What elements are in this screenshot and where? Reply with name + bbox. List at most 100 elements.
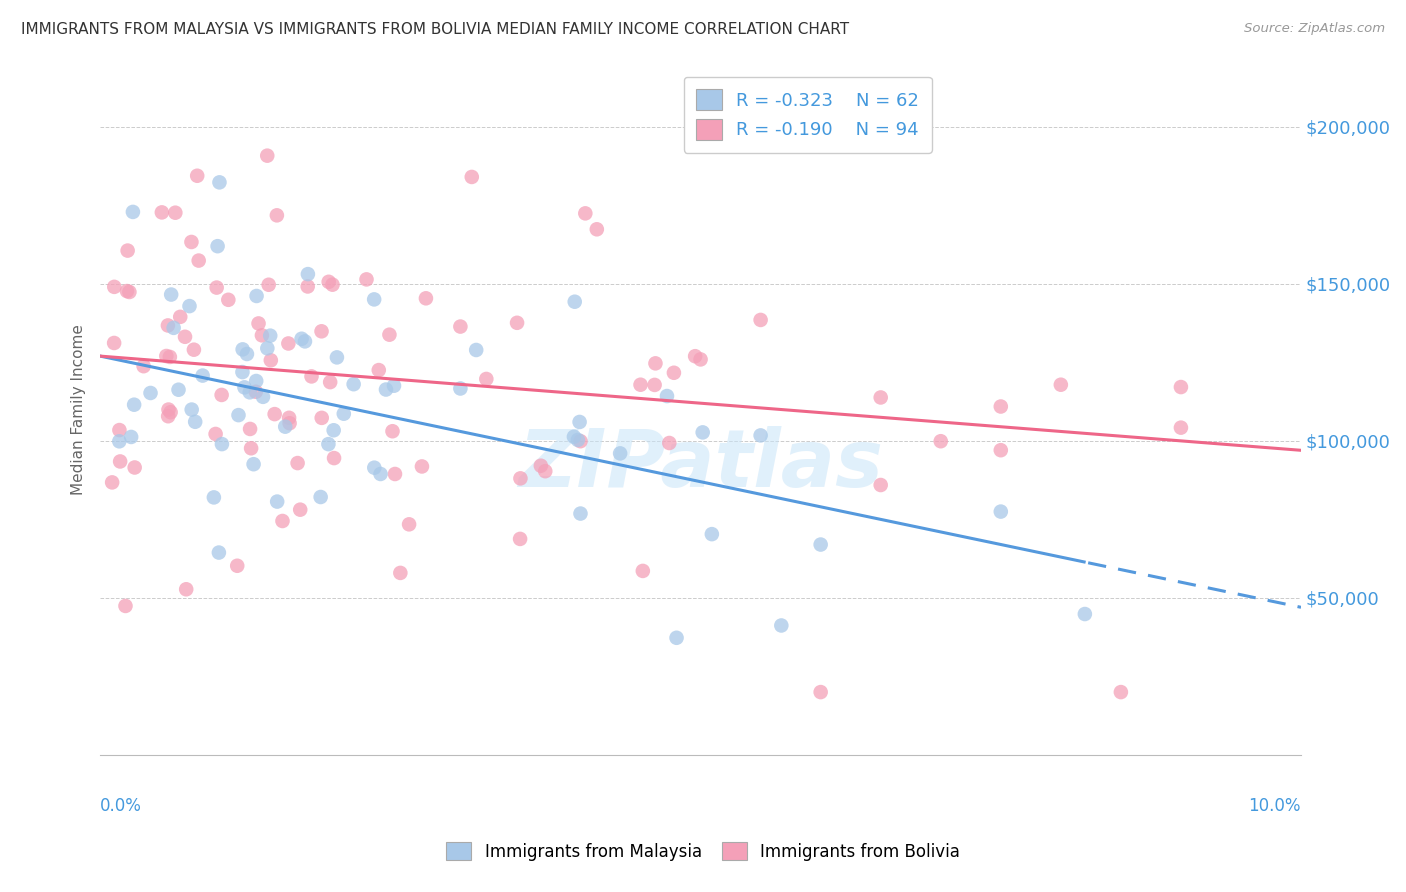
Point — [398, 517, 420, 532]
Point — [294, 334, 316, 349]
Point — [323, 451, 346, 466]
Point — [208, 175, 231, 189]
Point — [567, 433, 589, 447]
Point — [239, 422, 262, 436]
Point — [101, 475, 124, 490]
Point — [162, 321, 184, 335]
Point — [277, 336, 299, 351]
Point — [562, 430, 585, 444]
Point — [232, 343, 254, 357]
Point — [287, 456, 309, 470]
Point — [187, 253, 209, 268]
Point — [375, 383, 398, 397]
Point — [122, 398, 145, 412]
Point — [449, 319, 471, 334]
Point — [118, 285, 141, 299]
Point — [326, 351, 349, 365]
Point — [475, 372, 498, 386]
Point — [122, 205, 145, 219]
Point — [291, 332, 314, 346]
Point — [929, 434, 952, 449]
Text: 10.0%: 10.0% — [1249, 797, 1301, 814]
Point — [247, 317, 270, 331]
Point — [169, 310, 191, 324]
Point — [564, 294, 586, 309]
Text: 0.0%: 0.0% — [100, 797, 142, 814]
Point — [343, 377, 366, 392]
Point — [180, 402, 202, 417]
Point — [217, 293, 239, 307]
Point — [530, 458, 553, 473]
Point — [384, 467, 406, 481]
Point — [226, 558, 249, 573]
Point — [207, 239, 229, 253]
Point — [259, 328, 281, 343]
Point — [233, 380, 256, 394]
Point — [240, 442, 263, 456]
Point — [167, 383, 190, 397]
Point — [115, 284, 138, 298]
Text: Source: ZipAtlas.com: Source: ZipAtlas.com — [1244, 22, 1385, 36]
Point — [204, 427, 226, 442]
Point — [183, 343, 205, 357]
Point — [683, 349, 706, 363]
Point — [301, 369, 323, 384]
Point — [869, 478, 891, 492]
Point — [770, 618, 793, 632]
Point — [208, 545, 231, 559]
Point — [665, 631, 688, 645]
Point — [155, 349, 177, 363]
Point — [271, 514, 294, 528]
Point — [449, 382, 471, 396]
Point — [363, 293, 385, 307]
Point — [191, 368, 214, 383]
Point — [103, 336, 125, 351]
Point — [644, 356, 666, 370]
Point — [266, 208, 288, 222]
Text: IMMIGRANTS FROM MALAYSIA VS IMMIGRANTS FROM BOLIVIA MEDIAN FAMILY INCOME CORRELA: IMMIGRANTS FROM MALAYSIA VS IMMIGRANTS F… — [21, 22, 849, 37]
Point — [382, 378, 405, 392]
Point — [318, 437, 340, 451]
Point — [231, 365, 253, 379]
Point — [205, 280, 228, 294]
Point — [655, 389, 678, 403]
Point — [278, 416, 301, 430]
Point — [465, 343, 488, 357]
Point — [322, 423, 344, 437]
Point — [321, 277, 343, 292]
Point — [461, 169, 484, 184]
Point — [411, 459, 433, 474]
Point — [290, 502, 312, 516]
Point — [150, 205, 173, 219]
Point — [250, 328, 273, 343]
Point — [160, 287, 183, 301]
Point — [1050, 377, 1073, 392]
Point — [202, 491, 225, 505]
Point — [239, 385, 262, 400]
Point — [245, 289, 267, 303]
Point — [174, 330, 197, 344]
Point — [103, 280, 125, 294]
Point — [242, 457, 264, 471]
Point — [165, 205, 187, 219]
Point — [389, 566, 412, 580]
Point — [211, 388, 233, 402]
Point — [810, 537, 832, 551]
Point — [274, 419, 297, 434]
Point — [245, 384, 267, 399]
Point — [263, 407, 285, 421]
Point — [245, 374, 267, 388]
Point — [132, 359, 155, 374]
Point — [174, 582, 197, 597]
Point — [256, 149, 278, 163]
Point — [260, 353, 283, 368]
Point — [108, 454, 131, 468]
Point — [370, 467, 392, 481]
Point — [117, 244, 139, 258]
Point — [700, 527, 723, 541]
Point — [869, 391, 891, 405]
Point — [159, 350, 181, 364]
Point — [1170, 380, 1192, 394]
Point — [211, 437, 233, 451]
Point — [509, 532, 531, 546]
